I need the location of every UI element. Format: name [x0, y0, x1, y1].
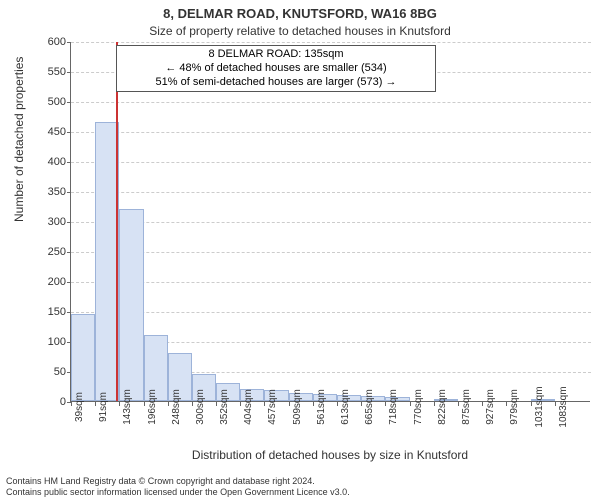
- xtick-mark: [264, 402, 265, 406]
- xtick-label: 1031sqm: [534, 386, 545, 427]
- ytick-mark: [67, 42, 71, 43]
- ytick-label: 250: [34, 246, 66, 258]
- ytick-mark: [67, 72, 71, 73]
- xtick-label: 979sqm: [509, 389, 520, 425]
- xtick-label: 352sqm: [219, 389, 230, 425]
- title-address: 8, DELMAR ROAD, KNUTSFORD, WA16 8BG: [0, 6, 600, 21]
- xtick-mark: [434, 402, 435, 406]
- ytick-mark: [67, 162, 71, 163]
- gridline: [71, 132, 591, 133]
- ytick-mark: [67, 132, 71, 133]
- gridline: [71, 312, 591, 313]
- xtick-label: 875sqm: [461, 389, 472, 425]
- xtick-label: 665sqm: [364, 389, 375, 425]
- x-axis-label: Distribution of detached houses by size …: [60, 448, 600, 462]
- chart-container: 8, DELMAR ROAD, KNUTSFORD, WA16 8BG Size…: [0, 0, 600, 500]
- ytick-label: 300: [34, 216, 66, 228]
- xtick-mark: [531, 402, 532, 406]
- y-axis-label: Number of detached properties: [12, 57, 26, 222]
- annotation-box: 8 DELMAR ROAD: 135sqm ← 48% of detached …: [116, 45, 436, 92]
- xtick-mark: [144, 402, 145, 406]
- gridline: [71, 252, 591, 253]
- xtick-label: 822sqm: [437, 389, 448, 425]
- xtick-mark: [216, 402, 217, 406]
- histogram-bar: [119, 209, 143, 401]
- annotation-line-2: ← 48% of detached houses are smaller (53…: [121, 62, 431, 76]
- xtick-label: 927sqm: [485, 389, 496, 425]
- gridline: [71, 192, 591, 193]
- xtick-mark: [482, 402, 483, 406]
- xtick-mark: [119, 402, 120, 406]
- xtick-mark: [410, 402, 411, 406]
- xtick-label: 248sqm: [171, 389, 182, 425]
- ytick-label: 200: [34, 276, 66, 288]
- ytick-mark: [67, 312, 71, 313]
- xtick-mark: [192, 402, 193, 406]
- gridline: [71, 102, 591, 103]
- xtick-mark: [95, 402, 96, 406]
- gridline: [71, 162, 591, 163]
- histogram-bar: [71, 314, 95, 401]
- gridline: [71, 222, 591, 223]
- xtick-label: 613sqm: [340, 389, 351, 425]
- xtick-label: 457sqm: [267, 389, 278, 425]
- ytick-mark: [67, 282, 71, 283]
- ytick-label: 550: [34, 66, 66, 78]
- ytick-label: 450: [34, 126, 66, 138]
- chart-area: 39sqm91sqm143sqm196sqm248sqm300sqm352sqm…: [70, 42, 590, 402]
- annotation-line-3: 51% of semi-detached houses are larger (…: [121, 76, 431, 90]
- title-subtitle: Size of property relative to detached ho…: [0, 24, 600, 38]
- gridline: [71, 282, 591, 283]
- plot-area: 39sqm91sqm143sqm196sqm248sqm300sqm352sqm…: [70, 42, 590, 402]
- xtick-mark: [337, 402, 338, 406]
- xtick-mark: [71, 402, 72, 406]
- footer-line-1: Contains HM Land Registry data © Crown c…: [6, 476, 594, 486]
- ytick-label: 0: [34, 396, 66, 408]
- xtick-mark: [506, 402, 507, 406]
- ytick-mark: [67, 102, 71, 103]
- xtick-mark: [313, 402, 314, 406]
- xtick-mark: [458, 402, 459, 406]
- ytick-label: 100: [34, 336, 66, 348]
- xtick-mark: [385, 402, 386, 406]
- xtick-label: 143sqm: [122, 389, 133, 425]
- xtick-label: 404sqm: [243, 389, 254, 425]
- property-marker-line: [116, 42, 118, 401]
- xtick-mark: [289, 402, 290, 406]
- ytick-mark: [67, 192, 71, 193]
- xtick-label: 196sqm: [147, 389, 158, 425]
- xtick-label: 91sqm: [98, 392, 109, 422]
- xtick-mark: [555, 402, 556, 406]
- footer-attribution: Contains HM Land Registry data © Crown c…: [6, 476, 594, 497]
- xtick-mark: [168, 402, 169, 406]
- gridline: [71, 42, 591, 43]
- ytick-mark: [67, 222, 71, 223]
- ytick-label: 600: [34, 36, 66, 48]
- annotation-line-1: 8 DELMAR ROAD: 135sqm: [121, 48, 431, 62]
- xtick-label: 770sqm: [413, 389, 424, 425]
- xtick-label: 718sqm: [388, 389, 399, 425]
- xtick-mark: [361, 402, 362, 406]
- ytick-label: 400: [34, 156, 66, 168]
- xtick-label: 509sqm: [292, 389, 303, 425]
- ytick-label: 350: [34, 186, 66, 198]
- footer-line-2: Contains public sector information licen…: [6, 487, 594, 497]
- xtick-label: 1083sqm: [558, 386, 569, 427]
- ytick-label: 150: [34, 306, 66, 318]
- xtick-mark: [240, 402, 241, 406]
- xtick-label: 39sqm: [74, 392, 85, 422]
- ytick-label: 50: [34, 366, 66, 378]
- ytick-label: 500: [34, 96, 66, 108]
- xtick-label: 561sqm: [316, 389, 327, 425]
- xtick-label: 300sqm: [195, 389, 206, 425]
- ytick-mark: [67, 252, 71, 253]
